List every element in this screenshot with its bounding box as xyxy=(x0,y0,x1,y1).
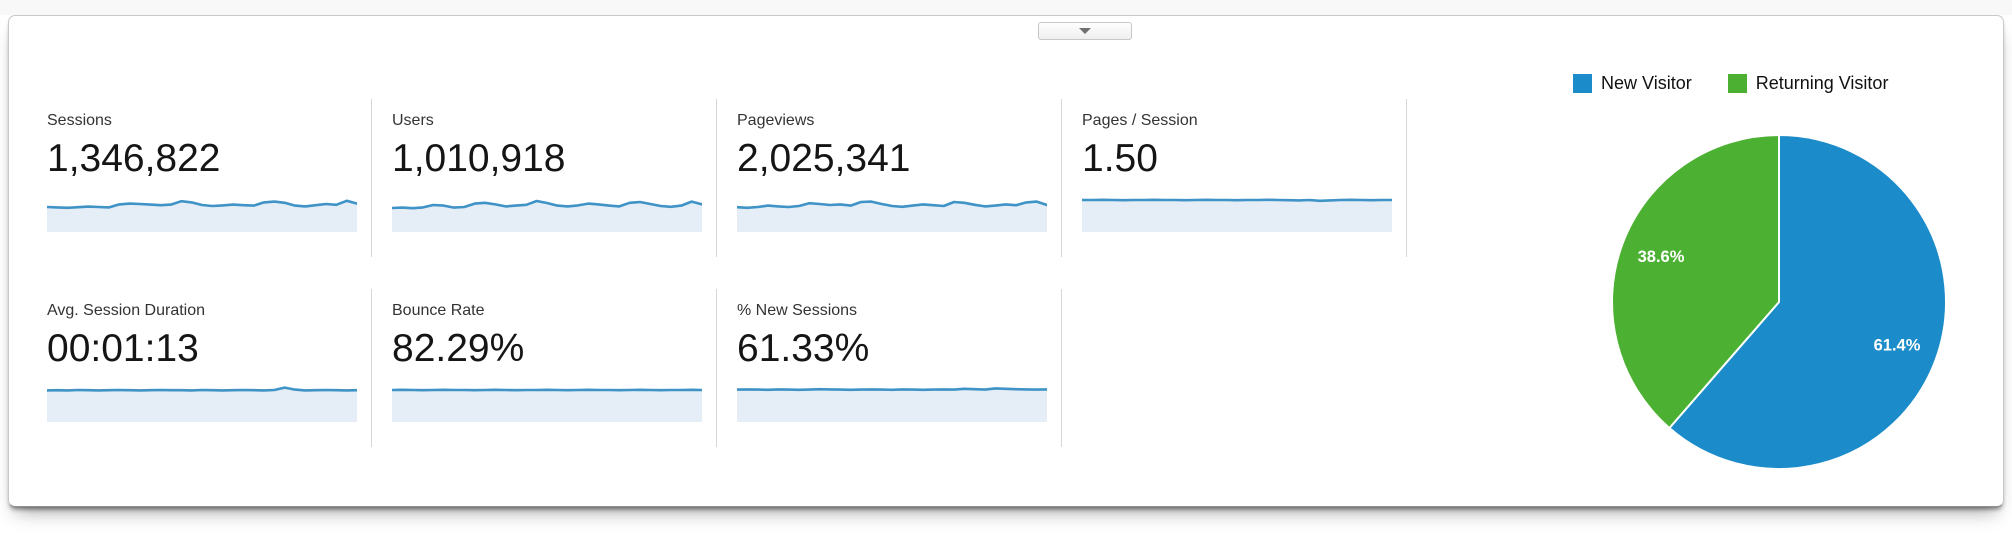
sparkline-line xyxy=(392,199,702,210)
metric-value: 61.33% xyxy=(737,327,870,370)
sparkline-area xyxy=(47,387,357,422)
metric-card-percent-new-sessions: % New Sessions 61.33% xyxy=(737,289,1062,447)
page-background-strip xyxy=(0,0,2012,15)
visitor-pie-chart: 61.4% 38.6% xyxy=(1604,127,1954,477)
sparkline-area xyxy=(47,200,357,232)
metric-label: Sessions xyxy=(47,112,112,129)
metric-label: Bounce Rate xyxy=(392,302,485,319)
pie-slice-returning-visitor[interactable] xyxy=(1611,134,1780,429)
metric-card-avg-session-duration: Avg. Session Duration 00:01:13 xyxy=(47,289,372,447)
legend-label: Returning Visitor xyxy=(1755,73,1889,93)
metric-value: 82.29% xyxy=(392,327,525,370)
visitor-pie-legend: New Visitor Returning Visitor xyxy=(1573,73,1888,94)
metric-value: 1,010,918 xyxy=(392,137,566,180)
pie-slice-new-visitor[interactable] xyxy=(1668,134,1947,470)
legend-label: New Visitor xyxy=(1601,73,1692,93)
avg-session-duration-sparkline xyxy=(47,386,357,422)
metric-label: Pageviews xyxy=(737,112,815,129)
sparkline-area xyxy=(737,201,1047,232)
sessions-sparkline xyxy=(47,199,357,232)
metric-card-sessions: Sessions 1,346,822 xyxy=(47,99,372,257)
legend-item-new-visitor: New Visitor xyxy=(1573,73,1692,94)
bounce-rate-sparkline xyxy=(392,388,702,422)
chevron-down-icon xyxy=(1079,28,1091,34)
metrics-row-2: Avg. Session Duration 00:01:13 Bounce Ra… xyxy=(47,289,1082,447)
metric-value: 00:01:13 xyxy=(47,327,199,370)
pie-slice-label: 61.4% xyxy=(1874,337,1921,355)
collapse-panel-button[interactable] xyxy=(1038,22,1132,40)
metric-label: Users xyxy=(392,112,434,129)
pageviews-sparkline xyxy=(737,200,1047,232)
metric-card-pageviews: Pageviews 2,025,341 xyxy=(737,99,1062,257)
metric-label: Pages / Session xyxy=(1082,112,1198,129)
metric-card-pages-per-session: Pages / Session 1.50 xyxy=(1082,99,1407,257)
sparkline-area xyxy=(1082,199,1392,232)
sparkline-line xyxy=(737,200,1047,210)
returning-visitor-swatch-icon xyxy=(1727,74,1747,93)
new-visitor-swatch-icon xyxy=(1573,74,1592,93)
sparkline-line xyxy=(737,387,1047,392)
sparkline-line xyxy=(1082,198,1392,203)
metric-card-bounce-rate: Bounce Rate 82.29% xyxy=(392,289,717,447)
sparkline-area xyxy=(392,201,702,232)
metric-card-users: Users 1,010,918 xyxy=(392,99,717,257)
metric-label: % New Sessions xyxy=(737,302,858,319)
pages-per-session-sparkline xyxy=(1082,198,1392,232)
metric-value: 2,025,341 xyxy=(737,137,911,180)
metric-value: 1,346,822 xyxy=(47,137,221,180)
percent-new-sessions-sparkline xyxy=(737,387,1047,422)
metric-value: 1.50 xyxy=(1082,137,1158,180)
legend-item-returning-visitor: Returning Visitor xyxy=(1727,73,1889,94)
sparkline-area xyxy=(737,388,1047,422)
pie-slice-label: 38.6% xyxy=(1638,248,1685,266)
metric-label: Avg. Session Duration xyxy=(47,302,206,319)
sparkline-line xyxy=(47,199,357,210)
overview-metrics-panel: Sessions 1,346,822 Users 1,010,918 Pagev… xyxy=(8,15,2004,507)
users-sparkline xyxy=(392,199,702,232)
sparkline-area xyxy=(392,389,702,422)
sparkline-line xyxy=(47,386,357,392)
metrics-row-1: Sessions 1,346,822 Users 1,010,918 Pagev… xyxy=(47,99,1427,257)
